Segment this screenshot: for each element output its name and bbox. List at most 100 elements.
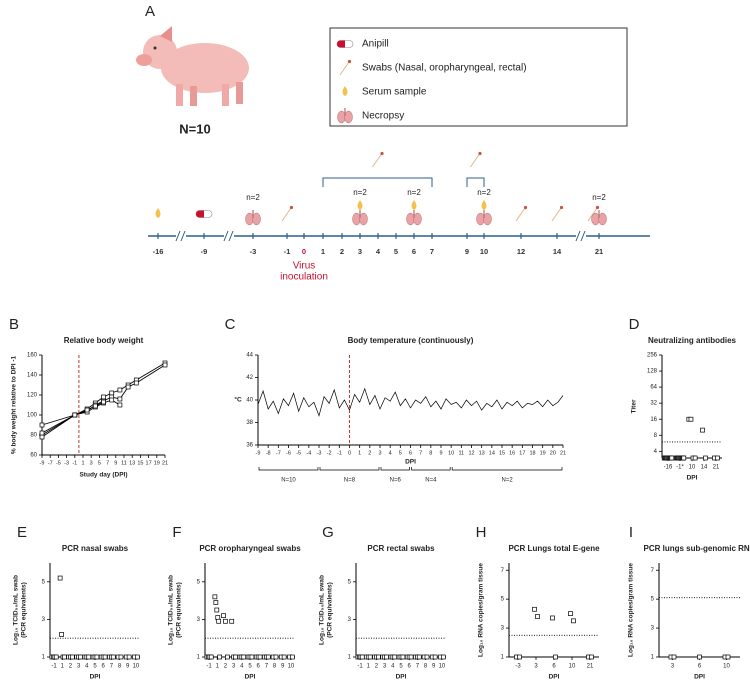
data-point [78,654,83,660]
axis-break [175,230,181,242]
x-tick-label: 4 [391,664,395,670]
data-point [214,607,220,613]
x-axis-label: DPI [687,475,698,482]
data-point [440,654,446,660]
y-tick-label: 5 [501,597,505,603]
x-tick-label: 9 [114,460,117,466]
y-tick-label: 40 [246,398,253,404]
swab-tip [380,151,384,156]
x-tick-label: 3 [378,450,381,456]
timeline-label: 12 [517,247,525,256]
data-point [109,390,115,396]
timeline-label: -16 [153,247,164,256]
group-label: N=2 [501,478,513,484]
data-point [532,606,537,612]
x-tick-label: -3 [64,460,69,466]
data-point [101,394,106,400]
x-tick-label: 10 [723,664,730,670]
data-point [550,615,555,621]
data-point [94,654,100,660]
drop-shape [155,208,161,218]
data-point [134,654,140,660]
timeline-label: 21 [595,247,603,256]
x-tick-label: 6 [698,664,702,670]
x-tick-label: 17 [519,450,525,456]
panel-label: B [9,316,19,333]
data-point [133,380,139,386]
x-tick-label: 7 [265,664,269,670]
x-tick-label: 3 [90,460,93,466]
x-tick-label: -2 [327,450,332,456]
drop-shape [357,200,363,210]
x-tick-label: 11 [458,450,464,456]
data-point [408,654,414,660]
data-point [109,397,115,403]
x-tick-label: -8 [266,450,271,456]
x-tick-label: 4 [85,664,89,670]
timeline-label: 14 [553,247,562,256]
x-tick-label: 6 [257,664,261,670]
data-point [39,430,45,436]
x-tick-label: 3 [77,664,81,670]
x-tick-label: 15 [499,450,505,456]
x-tick-label: 2 [368,450,371,456]
x-tick-label: 8 [424,664,428,670]
timeline-label: 7 [430,247,434,256]
sampling-bracket [322,177,433,187]
drop-shape [342,86,348,96]
y-tick-label: 38 [246,420,253,426]
y-tick-label: 60 [30,453,37,459]
y-tick-label: 160 [27,353,38,359]
panel-label: C [225,316,236,333]
x-tick-label: 19 [154,460,160,466]
x-tick-label: 2 [375,664,379,670]
chart-title: PCR oropharyngeal swabs [199,544,301,553]
series-line [257,387,564,417]
timeline-label: 1 [321,247,325,256]
timeline-label: 6 [412,247,416,256]
y-axis-label: Log₁₀ TCID₅₀/mL swab [168,575,175,645]
x-tick-label: 18 [529,450,535,456]
y-tick-label: 64 [650,385,657,391]
data-point [725,654,731,660]
data-point [688,416,694,422]
x-axis-label: DPI [90,674,101,681]
x-tick-label: -9 [40,460,45,466]
y-tick-label: 3 [501,626,505,632]
group-bracket [380,467,410,471]
panel-label: E [17,524,27,541]
group-label: N=10 [281,478,296,484]
y-tick-label: 100 [27,413,38,419]
x-tick-label: -6 [286,450,291,456]
data-point [92,403,98,409]
data-point [265,654,271,660]
panel-a: Anipill Swabs (Nasal, oropharyngeal, rect… [148,39,650,283]
data-point [568,611,573,616]
axis-break [223,230,229,242]
drop-shape [411,200,417,210]
x-tick-label: 4 [389,450,392,456]
lungs-icon [406,210,422,226]
data-point [217,654,223,660]
swab-icon [515,205,528,222]
y-tick-label: 4 [654,449,658,455]
x-tick-label: 20 [550,450,556,456]
x-tick-label: 1 [61,664,65,670]
x-tick-label: 11 [121,460,127,466]
x-tick-label: -9 [256,450,261,456]
x-tick-label: 7 [416,664,420,670]
data-point [392,654,398,660]
panel-label: F [172,524,181,541]
data-point [229,618,235,624]
series-line [41,362,166,426]
drop-icon [357,200,363,210]
x-tick-label: 21 [713,465,720,471]
y-axis-label: Log₁₀ TCID₅₀/mL swab [319,575,326,645]
y-tick-label: 120 [27,393,38,399]
pig-ear [160,26,172,42]
y-axis-label: Log₁₀ RNA copies/gram tissue [478,563,485,657]
chart-title: PCR nasal swabs [62,544,129,553]
group-size-label: n=2 [477,188,491,197]
chart-panel: I PCR lungs sub-genomic RNA 1 3 5 7 Log₁₀ RNA … [628,524,750,681]
chart-panel: G PCR rectal swabs 1 3 5 Log₁₀ TCID₅₀/mL swab… [319,524,446,681]
